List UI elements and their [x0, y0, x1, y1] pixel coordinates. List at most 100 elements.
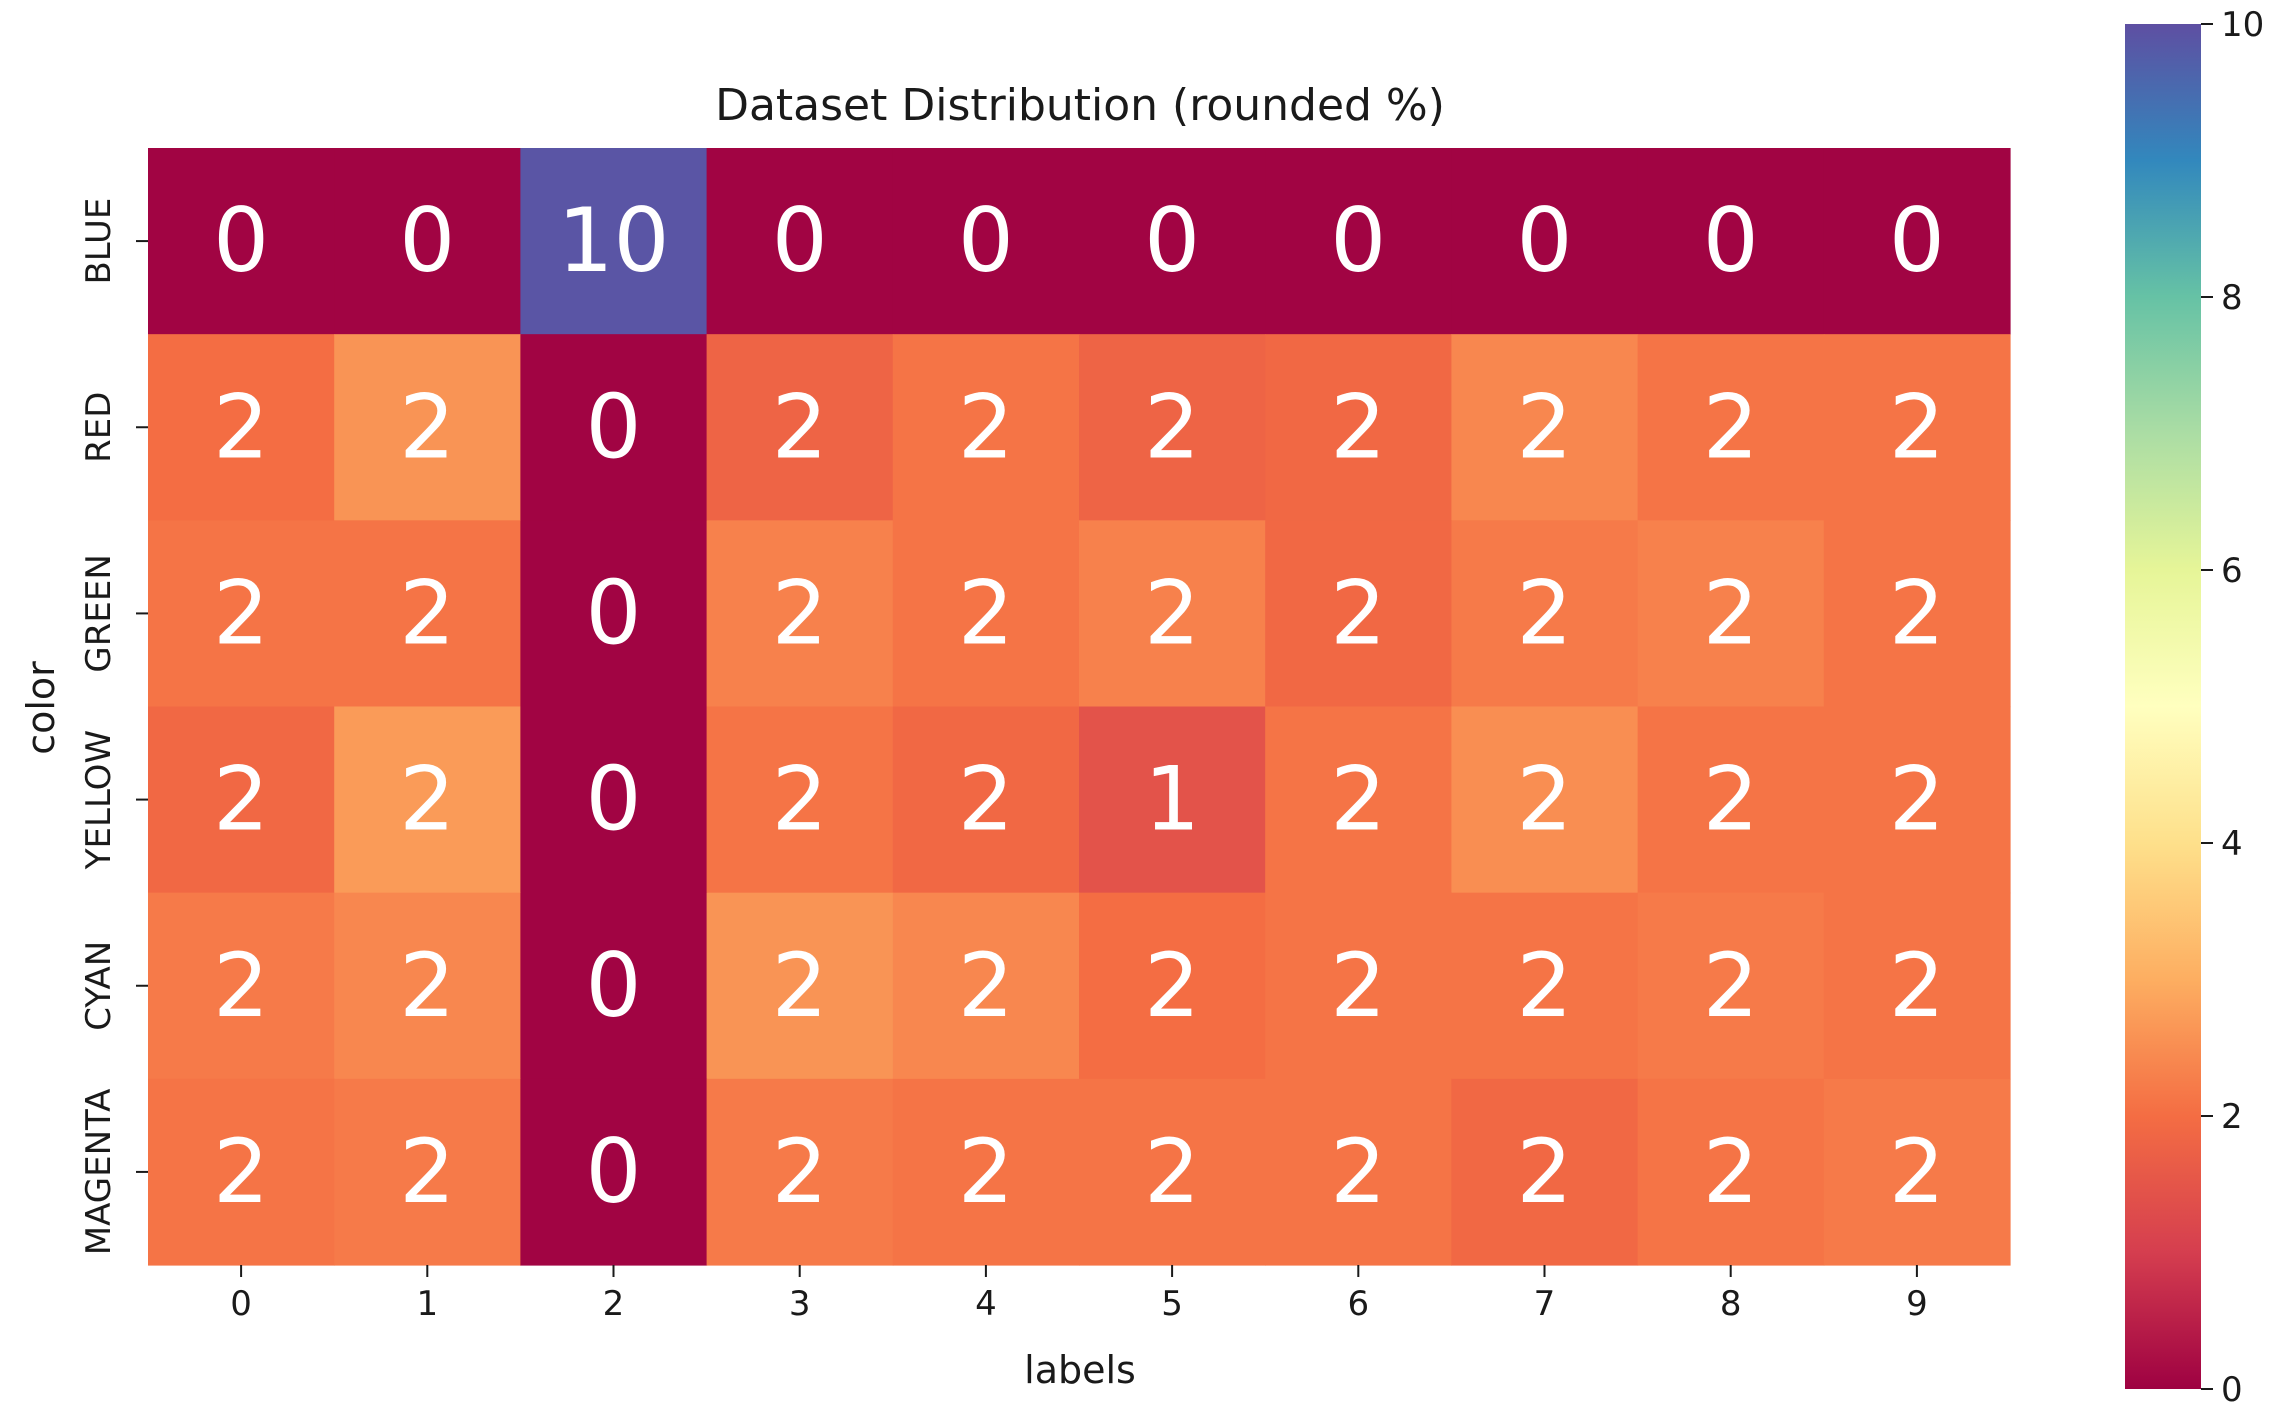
- heatmap-cell: [1451, 334, 1639, 521]
- heatmap-cell: [148, 1078, 335, 1266]
- heatmap-cell: [1637, 706, 1825, 894]
- cell-annotation: 0: [586, 934, 642, 1037]
- heatmap-cell: [706, 1078, 894, 1266]
- x-tick-label: 9: [1906, 1284, 1928, 1324]
- y-tick-label: BLUE: [79, 198, 119, 285]
- x-axis-ticks: 0 1 2 3 4 5 6 7 8 9: [230, 1265, 1928, 1324]
- cell-annotation: 2: [213, 934, 269, 1037]
- cell-annotation: 2: [1517, 561, 1573, 664]
- cell-annotation: 0: [1703, 189, 1759, 292]
- heatmap-cell: [1451, 706, 1639, 894]
- cell-annotation: 2: [958, 561, 1014, 664]
- colorbar: [2125, 24, 2201, 1389]
- cell-annotation: 2: [1330, 748, 1386, 851]
- heatmap-cell: [334, 706, 521, 894]
- x-tick-label: 7: [1534, 1284, 1556, 1324]
- heatmap-cell: [1265, 520, 1452, 708]
- cell-annotation: 0: [586, 748, 642, 851]
- heatmap-cell: [334, 892, 521, 1080]
- x-tick-label: 6: [1347, 1284, 1369, 1324]
- heatmap-cell: [1451, 892, 1639, 1080]
- cell-annotation: 2: [1889, 375, 1945, 478]
- cell-annotation: 2: [213, 1120, 269, 1223]
- cell-annotation: 2: [1703, 561, 1759, 664]
- x-tick-label: 8: [1720, 1284, 1742, 1324]
- colorbar-ticks: 0 2 4 6 8 10: [2201, 5, 2264, 1410]
- cell-annotation: 2: [399, 561, 455, 664]
- heatmap-cell: [1823, 706, 2011, 894]
- cell-annotation: 2: [1517, 748, 1573, 851]
- heatmap-cell: [334, 148, 521, 335]
- cell-annotation: 2: [1144, 375, 1200, 478]
- cell-annotation: 2: [772, 934, 828, 1037]
- heatmap-cell: [892, 148, 1080, 335]
- colorbar-tick-label: 4: [2221, 824, 2243, 864]
- colorbar-tick-label: 2: [2221, 1097, 2243, 1137]
- heatmap-cell: [706, 520, 894, 708]
- heatmap-cell: [892, 706, 1080, 894]
- cell-annotation: 2: [958, 375, 1014, 478]
- heatmap-cell: [334, 1078, 521, 1266]
- cell-annotation: 2: [1517, 375, 1573, 478]
- heatmap-cell: [520, 334, 708, 521]
- cell-annotation: 0: [586, 561, 642, 664]
- heatmap-cell: [520, 148, 708, 335]
- cell-annotation: 2: [1144, 934, 1200, 1037]
- x-tick-label: 1: [416, 1284, 438, 1324]
- heatmap-cell: [148, 706, 335, 894]
- heatmap-cell: [1823, 334, 2011, 521]
- cell-annotation: 0: [586, 1120, 642, 1223]
- heatmap-cell: [520, 520, 708, 708]
- cell-annotation: 0: [1889, 189, 1945, 292]
- heatmap-cell: [1265, 334, 1452, 521]
- cell-annotation: 2: [399, 748, 455, 851]
- heatmap-cell: [1637, 892, 1825, 1080]
- heatmap-cell: [148, 334, 335, 521]
- cell-annotation: 2: [1703, 1120, 1759, 1223]
- cell-annotation: 0: [399, 189, 455, 292]
- cell-annotation: 0: [1330, 189, 1386, 292]
- heatmap-cell: [148, 148, 335, 335]
- cell-annotation: 0: [958, 189, 1014, 292]
- colorbar-tick-label: 10: [2221, 5, 2264, 45]
- heatmap-cell: [1265, 1078, 1452, 1266]
- colorbar-tick-label: 6: [2221, 551, 2243, 591]
- colorbar-tick-label: 8: [2221, 278, 2243, 318]
- heatmap-cell: [1637, 520, 1825, 708]
- cell-annotation: 2: [958, 934, 1014, 1037]
- cell-annotation: 10: [558, 189, 670, 292]
- cell-annotation: 2: [399, 934, 455, 1037]
- heatmap-cell: [1823, 148, 2011, 335]
- heatmap-cell: [892, 334, 1080, 521]
- cell-annotation: 2: [1517, 1120, 1573, 1223]
- heatmap-cell: [706, 148, 894, 335]
- y-tick-label: GREEN: [79, 554, 119, 672]
- heatmap-cell: [1823, 892, 2011, 1080]
- cell-annotation: 2: [213, 748, 269, 851]
- heatmap-cell: [1451, 520, 1639, 708]
- heatmap-cell: [1823, 520, 2011, 708]
- cell-annotation: 0: [586, 375, 642, 478]
- heatmap-cell: [148, 892, 335, 1080]
- heatmap-cell: [1637, 148, 1825, 335]
- cell-annotation: 2: [772, 375, 828, 478]
- cell-annotation: 0: [1517, 189, 1573, 292]
- heatmap-cell: [1265, 148, 1452, 335]
- heatmap-cell: [892, 520, 1080, 708]
- x-tick-label: 4: [975, 1284, 997, 1324]
- heatmap-cell: [1079, 1078, 1266, 1266]
- y-axis-ticks: BLUE RED GREEN YELLOW CYAN MAGENTA: [79, 198, 148, 1255]
- heatmap-cell: [1079, 892, 1266, 1080]
- cell-annotation: 2: [1889, 561, 1945, 664]
- heatmap-cell: [892, 892, 1080, 1080]
- cell-annotation: 2: [1889, 934, 1945, 1037]
- cell-annotation: 2: [772, 561, 828, 664]
- heatmap-cell: [1637, 334, 1825, 521]
- y-tick-label: CYAN: [79, 941, 119, 1031]
- cell-annotation: 2: [1330, 1120, 1386, 1223]
- cell-annotation: 2: [1144, 1120, 1200, 1223]
- x-tick-label: 0: [230, 1284, 252, 1324]
- cell-annotation: 2: [213, 561, 269, 664]
- heatmap-cell: [892, 1078, 1080, 1266]
- cell-annotation: 2: [958, 748, 1014, 851]
